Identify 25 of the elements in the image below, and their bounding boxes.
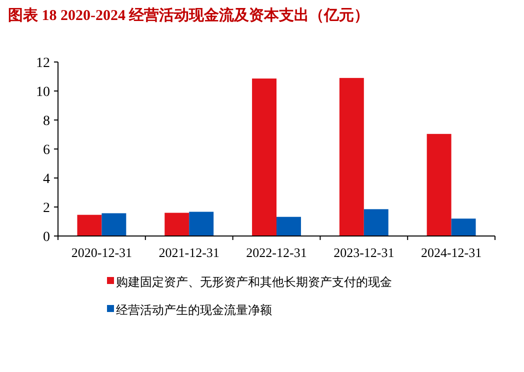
legend-label: 购建固定资产、无形资产和其他长期资产支付的现金	[116, 275, 392, 289]
y-tick-label: 2	[43, 201, 50, 216]
y-tick-label: 4	[43, 172, 50, 187]
bar	[276, 216, 301, 236]
x-tick-label: 2020-12-31	[71, 245, 132, 260]
y-tick-label: 12	[36, 56, 50, 71]
bar	[189, 212, 214, 236]
y-tick-label: 8	[43, 114, 50, 129]
y-tick-label: 6	[43, 143, 50, 158]
bar	[164, 212, 190, 236]
bar	[364, 209, 388, 236]
bar	[102, 213, 126, 236]
bar	[339, 78, 364, 236]
x-tick-label: 2024-12-31	[420, 245, 482, 260]
y-tick-label: 10	[36, 85, 50, 100]
x-tick-label: 2023-12-31	[334, 245, 394, 260]
bar	[77, 214, 102, 236]
y-tick-label: 0	[43, 230, 50, 245]
legend-label: 经营活动产生的现金流量净额	[116, 303, 272, 317]
bar	[426, 134, 452, 236]
x-tick-label: 2021-12-31	[158, 245, 220, 260]
bar	[252, 78, 276, 236]
chart-title: 图表 18 2020-2024 经营活动现金流及资本支出（亿元）	[8, 6, 370, 24]
x-tick-label: 2022-12-31	[246, 245, 307, 260]
bar	[451, 218, 476, 236]
